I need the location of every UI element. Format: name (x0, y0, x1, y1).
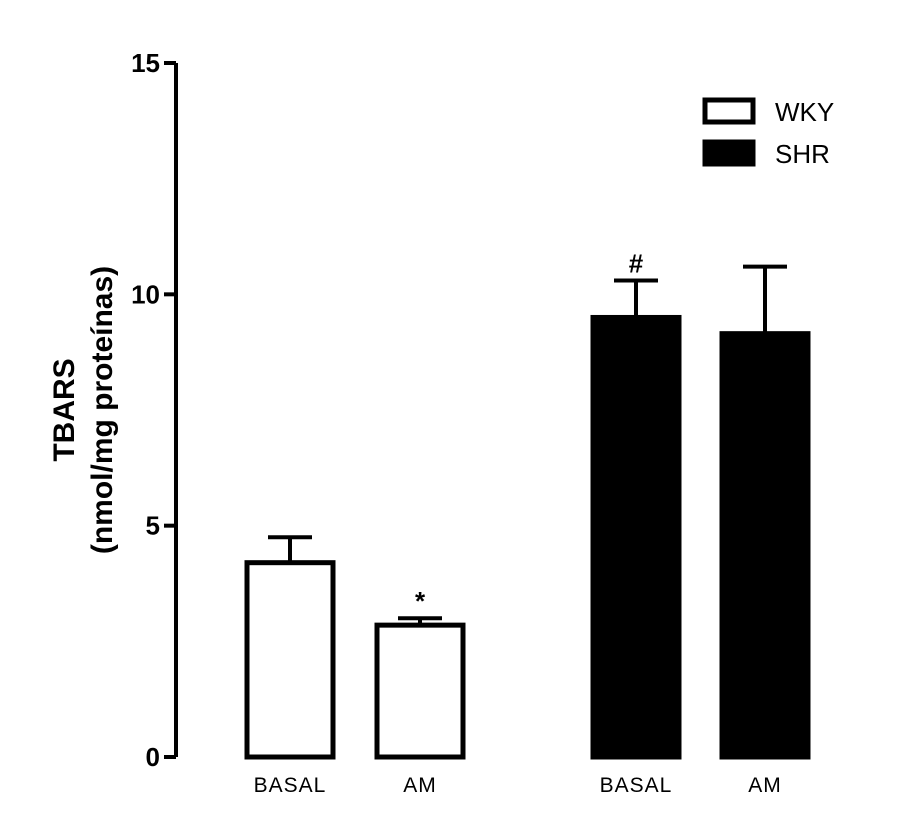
legend: WKY SHR (702, 97, 834, 169)
legend-label: WKY (775, 97, 834, 127)
bar (590, 314, 682, 760)
legend-swatch (702, 139, 756, 167)
bar (719, 331, 811, 760)
significance-marker: # (629, 248, 644, 278)
category-labels: BASAL AM BASAL AM (254, 774, 782, 797)
x-category-label: BASAL (600, 774, 673, 797)
y-tick-label: 10 (131, 279, 160, 309)
x-category-label: AM (403, 774, 437, 797)
y-tick-label: 15 (131, 48, 160, 78)
y-axis-label: TBARS (48, 358, 81, 461)
bar (374, 622, 466, 760)
y-axis-title: TBARS (nmol/mg proteínas) (48, 266, 119, 554)
significance-marker: * (415, 586, 426, 616)
y-tick-label: 0 (146, 742, 160, 772)
y-tick-label: 5 (146, 511, 160, 541)
bars: *# (244, 248, 811, 760)
legend-label: SHR (775, 139, 830, 169)
legend-swatch (702, 97, 756, 125)
y-axis: 0 5 10 15 (131, 48, 178, 772)
x-category-label: BASAL (254, 774, 327, 797)
bar (244, 560, 336, 760)
y-axis-units: (nmol/mg proteínas) (86, 266, 119, 554)
x-category-label: AM (748, 774, 782, 797)
